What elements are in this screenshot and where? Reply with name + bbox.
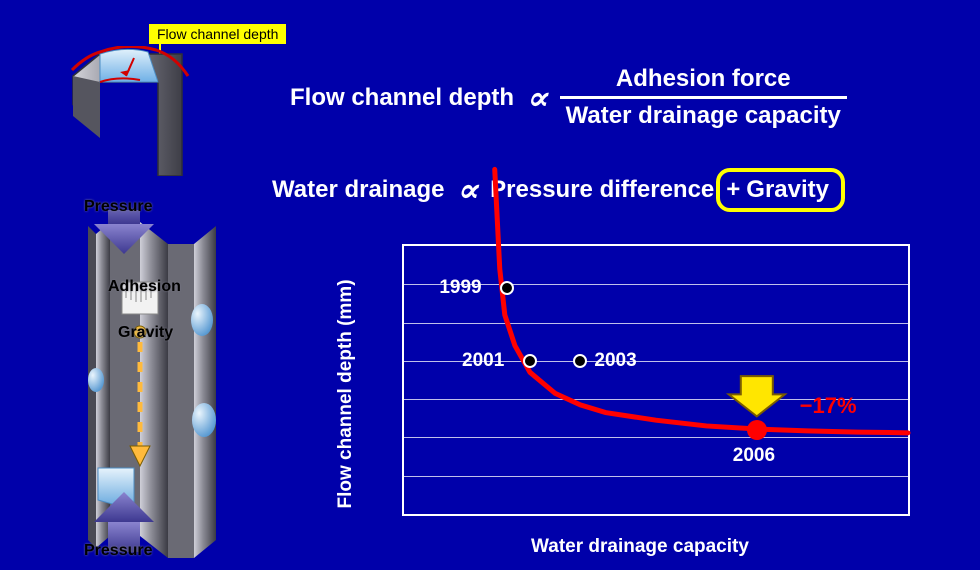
proportional-symbol: ∝ <box>445 171 491 209</box>
chart-callout: −17% <box>800 393 857 419</box>
eq1-fraction: Adhesion force Water drainage capacity <box>560 64 847 131</box>
chart-point <box>747 420 767 440</box>
eq1-denominator: Water drainage capacity <box>560 99 847 131</box>
yellow-arrow-icon <box>729 376 785 416</box>
eq1-numerator: Adhesion force <box>610 64 797 96</box>
drainage-chart: Flow channel depth (mm) 1999200120032006… <box>360 244 920 544</box>
equation-1: Flow channel depth ∝ Adhesion force Wate… <box>290 64 847 131</box>
chart-point <box>523 354 537 368</box>
chart-point-label: 2003 <box>594 350 636 372</box>
adhesion-label: Adhesion <box>108 278 181 296</box>
eq2-right: Pressure difference <box>490 176 714 204</box>
chart-point-label: 2001 <box>462 350 504 372</box>
eq2-left: Water drainage <box>272 176 445 204</box>
cutaway-bottom-svg <box>68 210 238 560</box>
gravity-highlight-box: + Gravity <box>716 168 845 212</box>
proportional-symbol: ∝ <box>514 79 560 117</box>
chart-point-label: 2006 <box>733 445 775 467</box>
eq1-left: Flow channel depth <box>290 84 514 112</box>
chart-x-label: Water drainage capacity <box>360 536 920 558</box>
cutaway-top-svg <box>70 46 200 176</box>
chart-point <box>573 354 587 368</box>
chart-point-label: 1999 <box>439 277 481 299</box>
chart-y-label: Flow channel depth (mm) <box>335 279 357 508</box>
gravity-text: Gravity <box>746 176 829 204</box>
equation-2: Water drainage ∝ Pressure difference + G… <box>272 168 845 212</box>
chart-point <box>500 281 514 295</box>
plus-sign: + <box>726 176 746 204</box>
pressure-bottom-label: Pressure <box>84 542 153 560</box>
flow-channel-depth-label: Flow channel depth <box>149 24 286 44</box>
pressure-top-label: Pressure <box>84 198 153 216</box>
gravity-label: Gravity <box>118 324 173 342</box>
chart-plot-area: 1999 2001 2003 2006 −17% <box>402 244 910 516</box>
